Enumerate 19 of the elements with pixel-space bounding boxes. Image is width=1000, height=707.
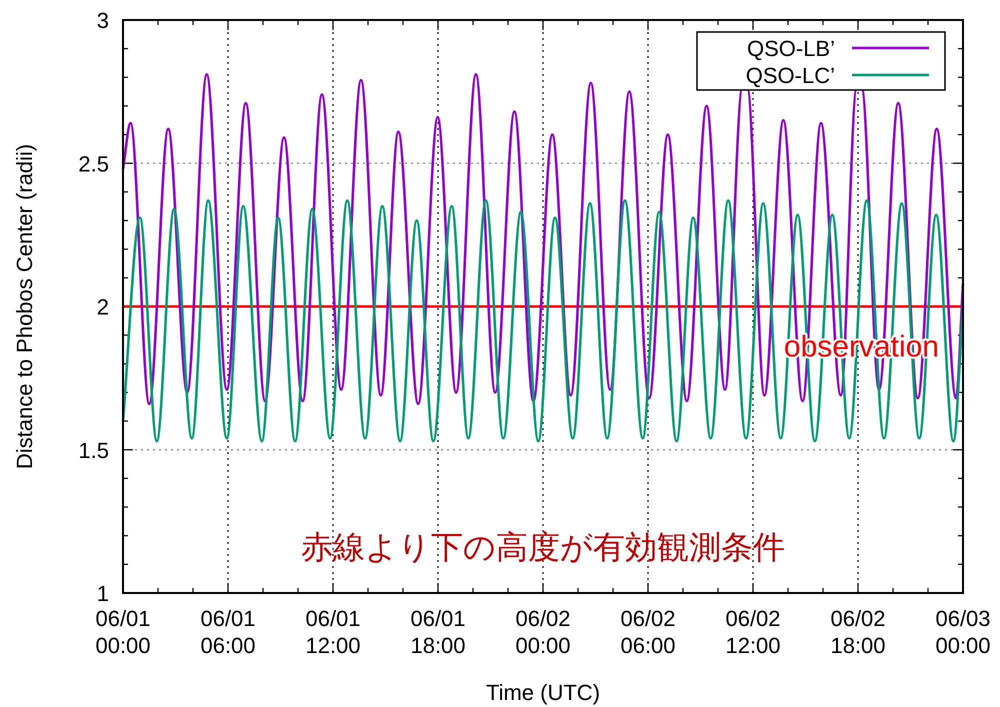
y-tick-label: 2: [96, 294, 109, 320]
x-tick-label: 06/01 00:00: [95, 606, 151, 658]
y-tick-label: 1: [96, 581, 109, 606]
x-tick-label: 06/01 12:00: [305, 606, 361, 658]
x-tick-label: 06/01 06:00: [200, 606, 256, 658]
x-tick-label: 06/01 18:00: [410, 606, 466, 658]
legend-label: QSO-LC’: [746, 63, 835, 88]
x-tick-label: 06/03 00:00: [935, 606, 991, 658]
x-tick-label: 06/02 00:00: [515, 606, 571, 658]
y-axis-title: Distance to Phobos Center (radii): [12, 144, 37, 470]
x-axis-title: Time (UTC): [486, 680, 600, 705]
y-tick-label: 1.5: [78, 438, 109, 463]
y-tick-label: 3: [96, 8, 109, 33]
y-tick-label: 2.5: [78, 151, 109, 176]
legend-label: QSO-LB’: [746, 36, 835, 61]
x-tick-label: 06/02 18:00: [830, 606, 886, 658]
annotation: 赤線より下の高度が有効観測条件: [301, 529, 785, 565]
x-tick-label: 06/02 06:00: [620, 606, 676, 658]
x-tick-label: 06/02 12:00: [725, 606, 781, 658]
